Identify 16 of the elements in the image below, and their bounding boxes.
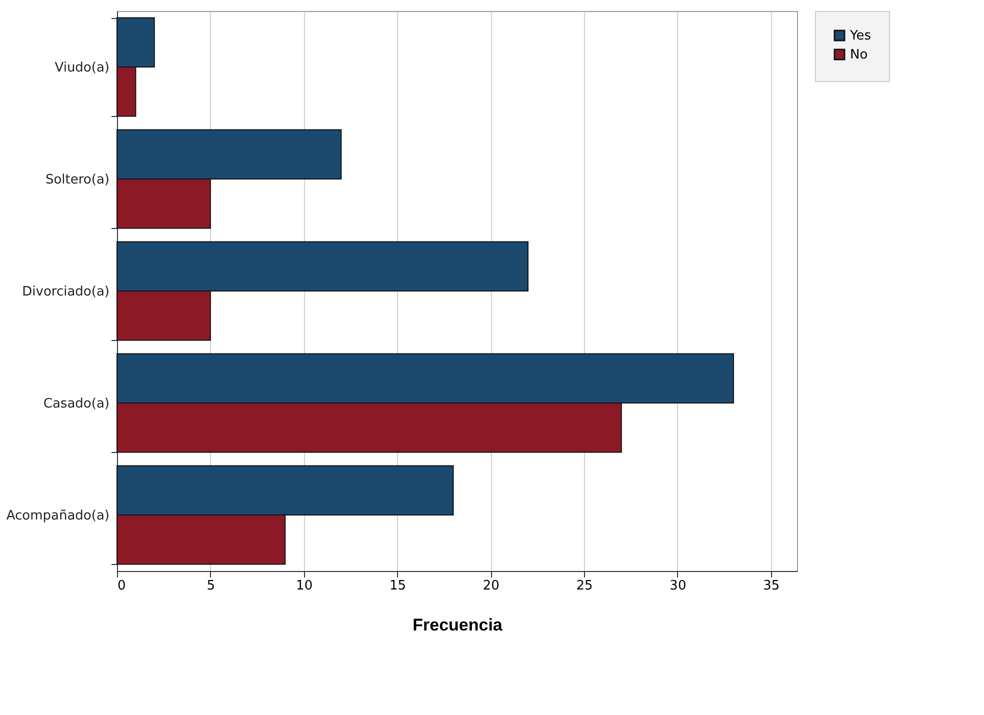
- x-tick-label: 5: [206, 578, 216, 594]
- x-tick-label: 20: [482, 578, 500, 594]
- y-tick-label: Acompañado(a): [6, 508, 110, 524]
- y-tick-label: Casado(a): [43, 396, 110, 412]
- x-axis-title: Frecuencia: [412, 616, 503, 634]
- x-tick-label: 35: [763, 578, 780, 594]
- legend-label: Yes: [849, 28, 872, 44]
- x-tick-label: 0: [118, 578, 126, 594]
- y-tick-label: Divorciado(a): [22, 284, 110, 300]
- legend-label: No: [850, 48, 868, 62]
- x-tick-label: 10: [296, 578, 313, 594]
- x-tick-label: 30: [670, 578, 686, 594]
- y-tick-label: Soltero(a): [45, 172, 110, 188]
- x-tick-label: 25: [576, 578, 593, 594]
- x-tick-label: 15: [389, 578, 406, 594]
- y-tick-label: Viudo(a): [54, 60, 110, 76]
